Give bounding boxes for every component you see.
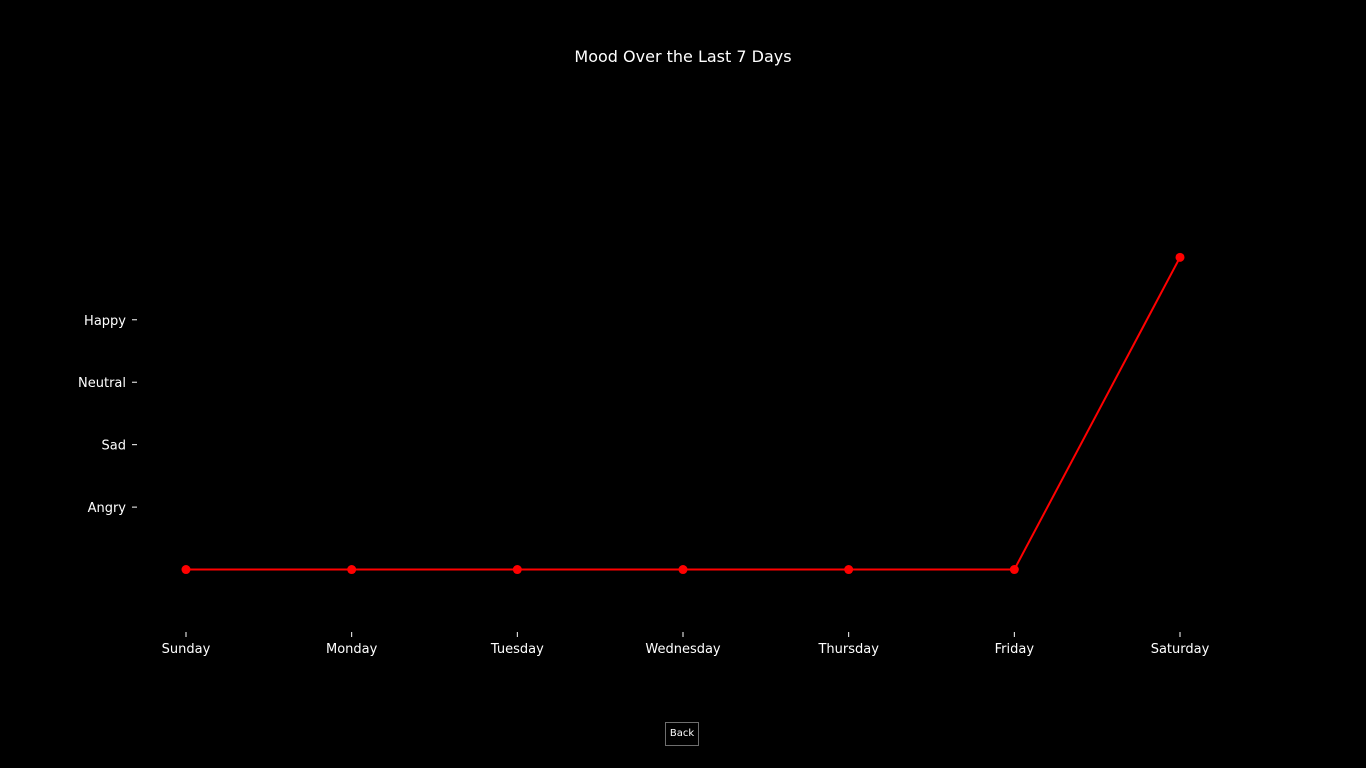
y-axis: Angry Sad Neutral Happy <box>78 314 137 516</box>
back-button[interactable]: Back <box>665 722 699 746</box>
data-point-sunday <box>181 565 191 575</box>
x-tick-label: Tuesday <box>490 642 544 657</box>
data-point-saturday <box>1175 252 1185 262</box>
data-point-thursday <box>844 565 854 575</box>
data-point-tuesday <box>512 565 522 575</box>
x-tick-label: Thursday <box>817 642 879 657</box>
x-tick-label: Friday <box>995 642 1035 657</box>
data-point-wednesday <box>678 565 688 575</box>
x-tick-label: Saturday <box>1151 642 1210 657</box>
x-tick-label: Sunday <box>162 642 211 657</box>
y-tick-label: Happy <box>84 314 126 329</box>
y-tick-label: Neutral <box>78 376 126 391</box>
data-point-monday <box>347 565 357 575</box>
data-point-friday <box>1009 565 1019 575</box>
x-tick-label: Monday <box>326 642 378 657</box>
y-tick-label: Sad <box>102 439 126 454</box>
x-tick-label: Wednesday <box>645 642 721 657</box>
mood-series <box>181 252 1185 575</box>
x-axis: Sunday Monday Tuesday Wednesday Thursday Frid… <box>162 632 1210 657</box>
chart-title: Mood Over the Last 7 Days <box>574 47 791 66</box>
y-tick-label: Angry <box>88 501 127 516</box>
mood-line <box>186 256 1181 571</box>
